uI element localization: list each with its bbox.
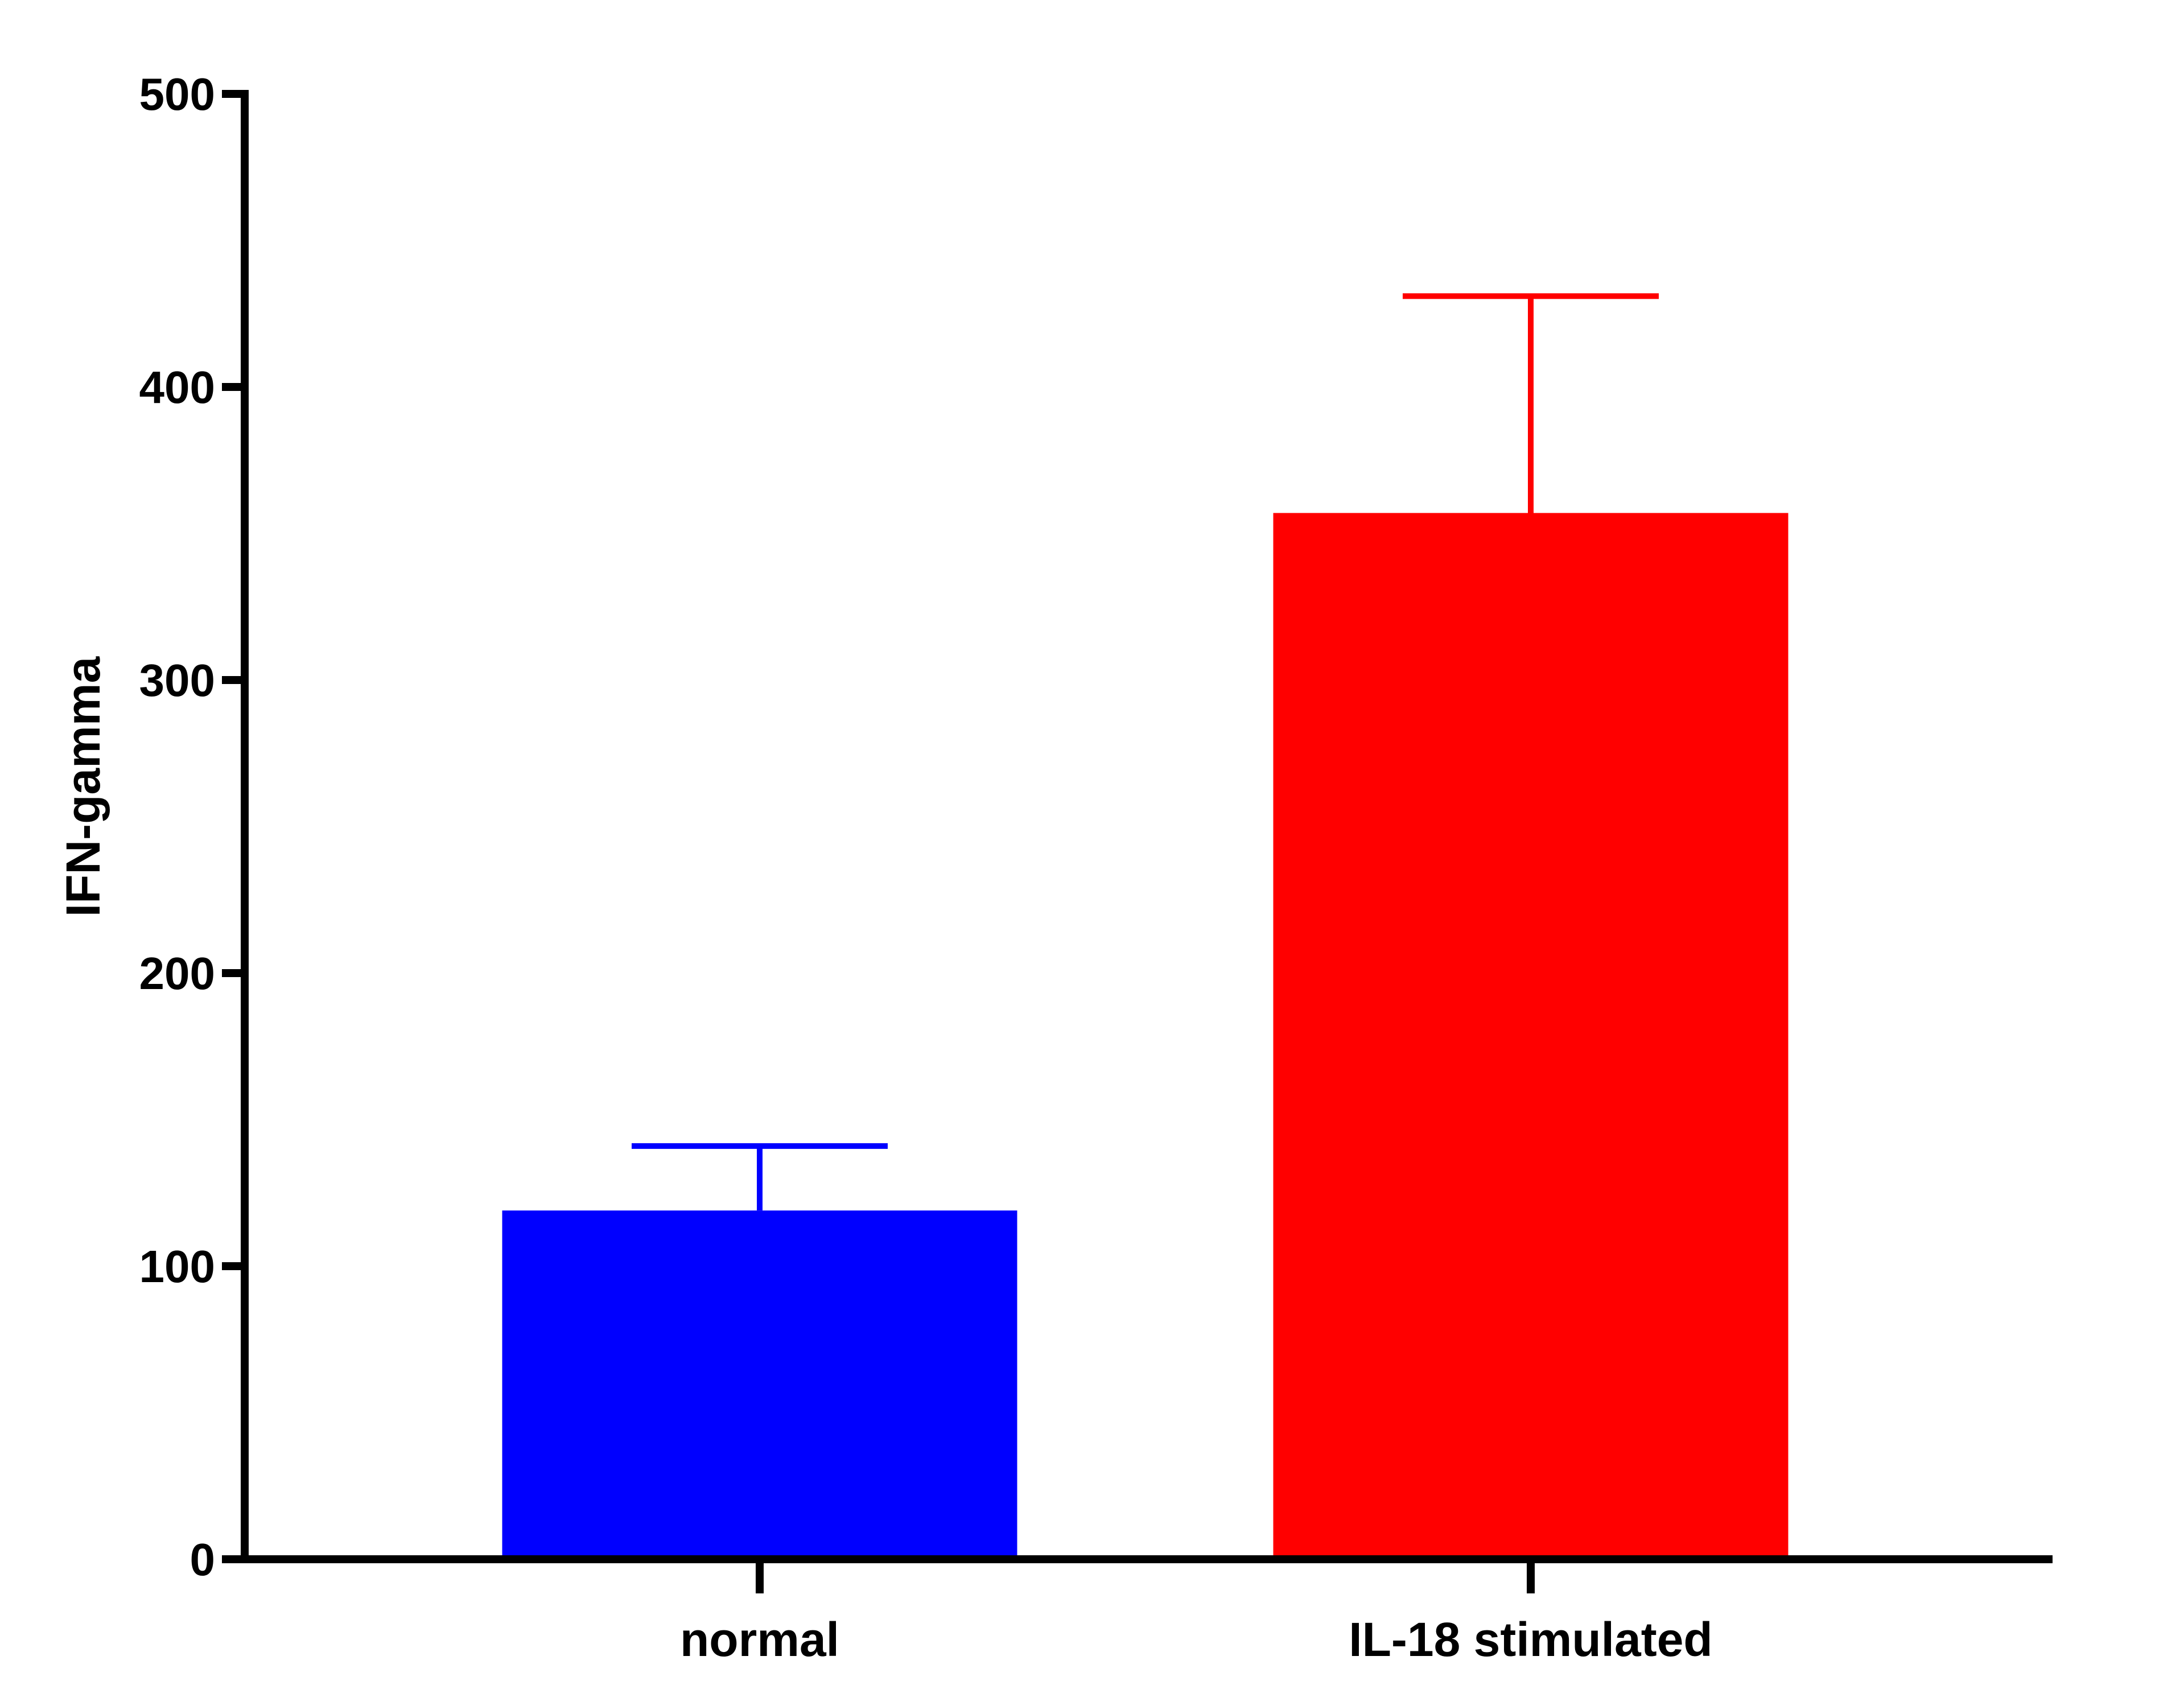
axes-group [241, 90, 2053, 1563]
x-tick-label-1: IL-18 stimulated [1349, 1613, 1712, 1666]
y-ticks-group: 0 100 200 300 400 500 [139, 69, 245, 1585]
bar-1 [1273, 513, 1789, 1560]
y-tick-label-0: 0 [190, 1534, 216, 1585]
y-axis-label: IFN-gamma [56, 656, 110, 917]
y-tick-label-200: 200 [139, 948, 215, 999]
y-tick-label-500: 500 [139, 69, 215, 120]
x-tick-label-0: normal [680, 1613, 839, 1666]
bars-group [502, 513, 1789, 1560]
bar-0 [502, 1210, 1017, 1559]
y-tick-label-300: 300 [139, 655, 215, 706]
y-tick-label-400: 400 [139, 362, 215, 413]
x-ticks-group: normal IL-18 stimulated [680, 1559, 1713, 1666]
error-bars-group [632, 293, 1659, 1211]
y-tick-label-100: 100 [139, 1241, 215, 1292]
